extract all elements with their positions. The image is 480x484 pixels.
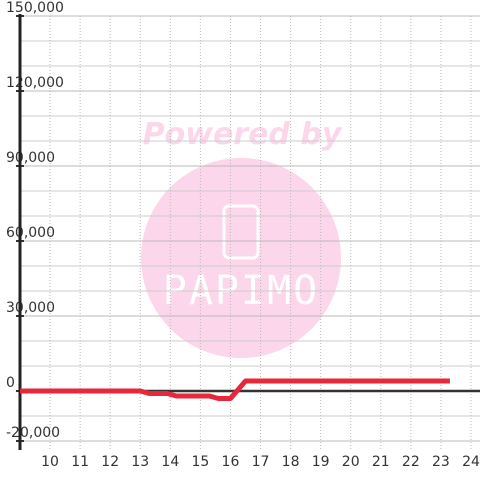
- y-tick-label: 90,000: [6, 150, 55, 166]
- x-tick-label: 21: [372, 454, 390, 470]
- x-tick-label: 22: [402, 454, 420, 470]
- x-tick-label: 10: [41, 454, 59, 470]
- watermark: Powered by PAPIMO: [141, 117, 343, 358]
- plot: -20,000 0 30,000 60,000 90,000 120,000 150,000…: [6, 0, 480, 470]
- x-tick-label: 23: [432, 454, 450, 470]
- x-tick-label: 13: [131, 454, 149, 470]
- watermark-title: Powered by: [143, 117, 343, 152]
- y-tick-label: -20,000: [6, 425, 60, 441]
- y-tick-label: 60,000: [6, 225, 55, 241]
- x-tick-label: 20: [342, 454, 360, 470]
- x-tick-label: 18: [282, 454, 300, 470]
- y-tick-label: 150,000: [6, 0, 64, 16]
- x-tick-label: 17: [252, 454, 270, 470]
- y-tick-label: 30,000: [6, 300, 55, 316]
- x-tick-label: 11: [71, 454, 89, 470]
- y-tick-label: 120,000: [6, 75, 64, 91]
- x-tick-label: 12: [101, 454, 119, 470]
- x-tick-label: 19: [312, 454, 330, 470]
- x-tick-label: 14: [161, 454, 179, 470]
- watermark-phone: [222, 204, 260, 260]
- x-tick-label: 16: [222, 454, 240, 470]
- x-tick-label: 24: [462, 454, 480, 470]
- x-tick-label: 15: [191, 454, 209, 470]
- y-tick-label: 0: [6, 375, 15, 391]
- data-line: [20, 378, 450, 401]
